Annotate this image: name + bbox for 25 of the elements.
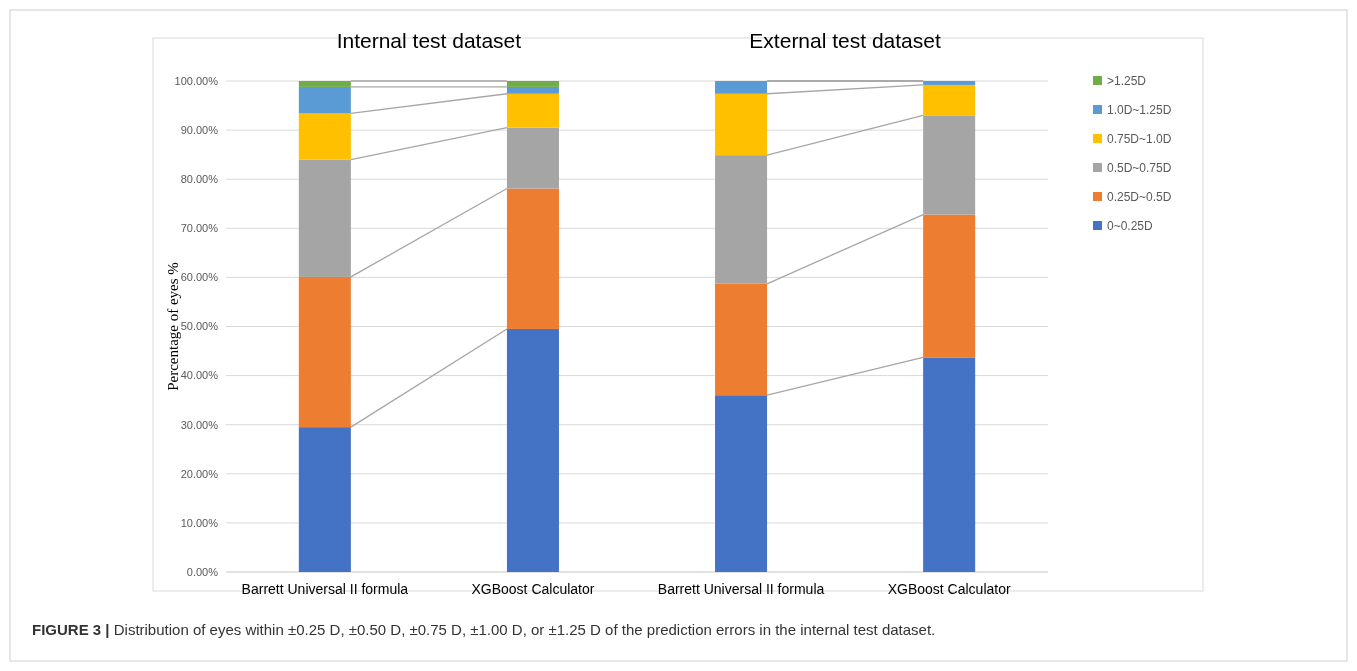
y-axis-title: Percentage of eyes % xyxy=(165,262,181,391)
y-tick-label: 100.00% xyxy=(174,74,219,87)
y-tick-label: 10.00% xyxy=(180,516,219,529)
y-tick-label: 90.00% xyxy=(180,123,219,136)
y-tick-label: 30.00% xyxy=(180,418,219,431)
y-tick-label: 50.00% xyxy=(180,320,219,333)
x-tick-label: XGBoost Calculator xyxy=(887,581,1011,597)
x-tick-label: XGBoost Calculator xyxy=(471,581,595,597)
y-tick-label: 20.00% xyxy=(180,467,219,480)
text: External test dataset xyxy=(749,29,941,52)
legend-label: 0~0.25D xyxy=(1107,219,1154,234)
y-tick-label: 40.00% xyxy=(180,369,219,382)
x-tick-label: Barrett Universal II formula xyxy=(657,581,825,597)
legend-label: 0.5D~0.75D xyxy=(1107,161,1172,176)
y-tick-label: 70.00% xyxy=(180,222,219,235)
legend-label: 0.75D~1.0D xyxy=(1107,132,1172,147)
legend-label: 1.0D~1.25D xyxy=(1107,103,1172,118)
y-tick-label: 60.00% xyxy=(180,271,219,284)
y-tick-label: 0.00% xyxy=(186,565,219,578)
y-tick-label: 80.00% xyxy=(180,173,219,186)
legend-label: 0.25D~0.5D xyxy=(1107,190,1172,205)
caption: FIGURE 3 | Distribution of eyes within ±0.25 D, ±0.50 D, ±0.75 D, ±1.00 D, or ±1.25 D of the prediction errors in the internal test dataset. xyxy=(32,621,936,638)
x-tick-label: Barrett Universal II formula xyxy=(241,581,409,597)
legend-label: >1.25D xyxy=(1107,74,1147,89)
text: Internal test dataset xyxy=(336,29,522,52)
